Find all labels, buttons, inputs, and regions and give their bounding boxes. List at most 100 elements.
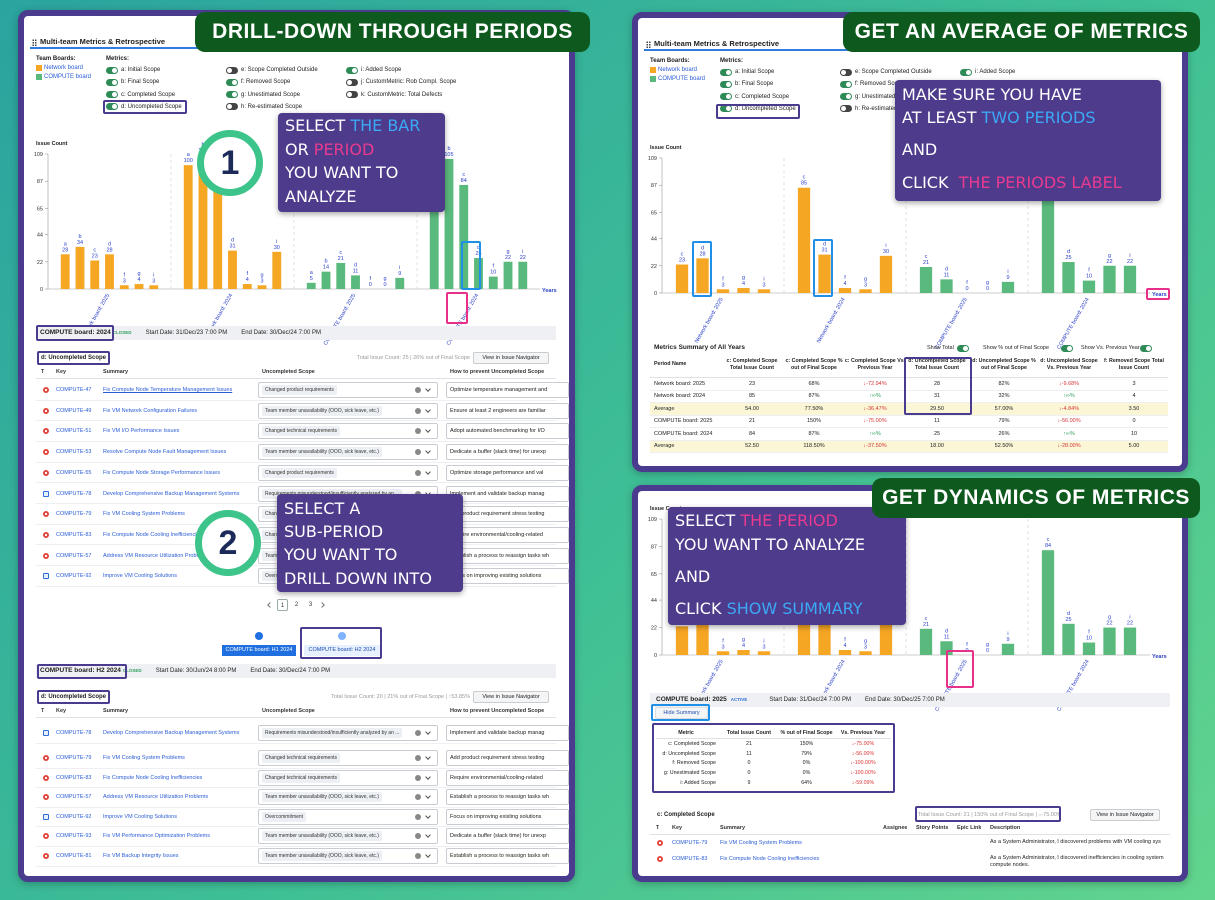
issue-summary[interactable]: Fix Compute Node Cooling Inefficiencies <box>103 774 203 781</box>
issue-key[interactable]: COMPUTE-92 <box>56 573 92 580</box>
issue-key[interactable]: COMPUTE-78 <box>56 730 92 736</box>
issue-summary[interactable]: Improve VM Cooling Solutions <box>103 573 177 580</box>
clear-icon <box>415 449 421 456</box>
toggle[interactable] <box>346 78 358 86</box>
issue-summary[interactable]: Fix VM I/O Performance Issues <box>103 428 180 435</box>
issue-summary[interactable]: Fix Compute Node Cooling Inefficiencies <box>720 856 820 862</box>
bar-series-label: c <box>803 175 806 181</box>
clear-icon <box>415 490 421 497</box>
issue-summary[interactable]: Fix Compute Node Storage Performance Iss… <box>103 469 221 476</box>
issue-summary[interactable]: Fix VM Network Configuration Failures <box>103 407 198 414</box>
bar-value-label: 11 <box>944 634 950 640</box>
story-icon <box>43 490 49 497</box>
issue-key[interactable]: COMPUTE-93 <box>56 833 92 840</box>
issue-key[interactable]: COMPUTE-79 <box>56 511 92 518</box>
board-name[interactable]: COMPUTE board <box>44 74 92 80</box>
dyn-summary-cell: 11 <box>746 750 752 757</box>
issue-key[interactable]: COMPUTE-49 <box>56 407 92 414</box>
chip: Team member unavailability (OOO, sick le… <box>262 831 382 842</box>
bar-series-label: b <box>447 146 450 152</box>
sub-period-button[interactable]: COMPUTE board: H1 2024 <box>222 645 296 656</box>
issue-key[interactable]: COMPUTE-55 <box>56 469 92 476</box>
issue-key[interactable]: COMPUTE-83 <box>56 774 92 781</box>
board-name[interactable]: Network board <box>44 65 84 71</box>
board-swatch <box>650 76 656 82</box>
dyn-summary-cell: g: Unestimated Scope <box>663 770 716 777</box>
callout-text: YOU WANT TO ANALYZE <box>675 535 865 554</box>
bar <box>737 650 750 655</box>
bar-value-label: 0 <box>986 286 989 292</box>
bar <box>919 266 933 293</box>
issue-summary[interactable]: Fix VM Cooling System Problems <box>103 755 185 761</box>
issue-key[interactable]: COMPUTE-57 <box>56 794 92 801</box>
toggle[interactable] <box>840 68 852 76</box>
issue-summary[interactable]: Fix VM Cooling System Problems <box>720 840 802 846</box>
highlight-outline <box>904 357 972 415</box>
summary-cell: 11 <box>934 418 940 425</box>
issue-summary[interactable]: Address VM Resource Utilization Problems <box>103 794 209 801</box>
bar-value-label: 28 <box>699 251 705 257</box>
toggle[interactable] <box>226 66 238 74</box>
issue-summary[interactable]: Fix VM Cooling System Problems <box>103 511 185 518</box>
summary-row-rule <box>650 452 1168 453</box>
page-number[interactable]: 1 <box>277 599 288 611</box>
navigator-button[interactable]: View in Issue Navigator <box>1090 809 1160 821</box>
issue-summary[interactable]: Fix Compute Node Cooling Inefficiencies <box>103 531 203 538</box>
bar <box>306 282 316 289</box>
issue-summary[interactable]: Fix Compute Node Temperature Management … <box>103 387 233 393</box>
bar <box>60 254 70 289</box>
summary-cell: 57.00% <box>994 405 1014 412</box>
issue-key[interactable]: COMPUTE-81 <box>56 853 92 859</box>
navigator-button[interactable]: View in Issue Navigator <box>473 352 549 364</box>
dyn-summary-cell: c: Completed Scope <box>668 741 716 747</box>
issue-key[interactable]: COMPUTE-47 <box>56 387 92 393</box>
callout-text: TWO PERIODS <box>981 108 1096 127</box>
row-rule <box>36 826 556 828</box>
page-number[interactable]: 3 <box>308 602 313 608</box>
toggle[interactable] <box>346 91 358 99</box>
bar <box>879 255 893 293</box>
issue-summary[interactable]: Develop Comprehensive Backup Management … <box>103 730 240 736</box>
period-end: End Date: 30/Dec/24 7:00 PM <box>241 330 321 336</box>
prevention-box: Require environmental/cooling-related <box>446 769 569 786</box>
bar-series-label: i <box>1129 253 1130 259</box>
bar-value-label: 9 <box>1006 275 1009 281</box>
metrics-label: Metrics: <box>720 58 744 64</box>
issue-summary[interactable]: Improve VM Cooling Solutions <box>103 813 177 820</box>
issue-description: As a System Administrator, I discovered … <box>990 839 1161 845</box>
issue-summary[interactable]: Resolve Compute Node Fault Management Is… <box>103 449 227 456</box>
column-header: Story Points <box>916 825 949 831</box>
step-circle: 2 <box>195 510 261 576</box>
issue-summary[interactable]: Fix VM Backup Integrity Issues <box>103 853 179 859</box>
issue-key[interactable]: COMPUTE-83 <box>56 531 92 538</box>
hide-summary-button[interactable]: Hide Summary <box>655 707 708 719</box>
issue-key[interactable]: COMPUTE-57 <box>56 552 92 559</box>
clear-icon <box>415 387 421 393</box>
x-axis-label: Years <box>1152 654 1167 660</box>
navigator-button[interactable]: View in Issue Navigator <box>473 691 549 703</box>
y-axis-label: Issue Count <box>650 506 682 512</box>
toggle[interactable] <box>226 103 238 111</box>
issue-key[interactable]: COMPUTE-78 <box>56 490 92 497</box>
toggle-knob <box>846 94 851 100</box>
bar <box>1041 550 1055 655</box>
callout-text: SELECT <box>675 511 741 530</box>
board-name[interactable]: COMPUTE board <box>658 76 706 82</box>
issue-key[interactable]: COMPUTE-83 <box>672 856 708 862</box>
bar <box>716 651 730 655</box>
issue-summary[interactable]: Address VM Resource Utilization Problems <box>103 552 209 559</box>
metric-name: d: Uncompleted Scope <box>735 105 796 112</box>
sub-period-button[interactable]: COMPUTE board: H2 2024 <box>304 645 380 656</box>
issue-key[interactable]: COMPUTE-53 <box>56 449 92 456</box>
board-name[interactable]: Network board <box>658 67 698 73</box>
issue-summary[interactable]: Fix VM Performance Optimization Problems <box>103 833 210 840</box>
issue-key[interactable]: COMPUTE-51 <box>56 428 92 435</box>
page-number[interactable]: 2 <box>294 602 299 608</box>
issue-key[interactable]: COMPUTE-92 <box>56 813 92 820</box>
toggle[interactable] <box>840 105 852 113</box>
callout-line: SELECT A <box>284 498 461 520</box>
issue-summary[interactable]: Develop Comprehensive Backup Management … <box>103 490 240 497</box>
issue-key[interactable]: COMPUTE-79 <box>56 755 92 761</box>
bar-value-label: 25 <box>1065 255 1071 261</box>
issue-key[interactable]: COMPUTE-79 <box>672 840 708 846</box>
